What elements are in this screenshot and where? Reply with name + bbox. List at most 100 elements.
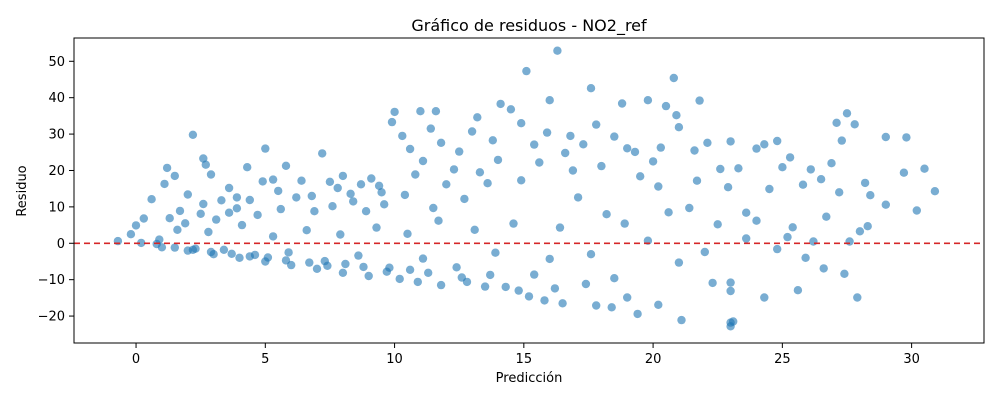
scatter-point [323, 261, 332, 270]
scatter-point [467, 127, 477, 136]
scatter-point [853, 293, 862, 302]
scatter-point [708, 278, 717, 288]
chart-title: Gráfico de residuos - NO2_ref [411, 16, 647, 36]
scatter-point [517, 176, 526, 185]
scatter-point [765, 184, 774, 194]
scatter-point [424, 268, 433, 277]
scatter-point [617, 99, 627, 108]
scatter-point [726, 137, 735, 146]
scatter-point [457, 273, 466, 282]
scatter-point [341, 259, 350, 269]
scatter-point [367, 174, 376, 183]
scatter-point [581, 279, 591, 289]
scatter-point [434, 216, 443, 225]
scatter-point [801, 253, 810, 262]
scatter-point [881, 132, 890, 142]
scatter-point [863, 222, 872, 231]
scatter-point [426, 124, 435, 133]
points-layer [113, 46, 940, 331]
scatter-point [473, 113, 482, 122]
scatter-point [196, 209, 205, 218]
scatter-point [387, 117, 397, 127]
scatter-point [643, 96, 653, 105]
scatter-point [819, 264, 828, 273]
scatter-point [524, 292, 534, 301]
scatter-point [131, 221, 141, 230]
scatter-point [263, 253, 273, 262]
scatter-point [692, 176, 702, 185]
x-tick-label: 10 [386, 352, 403, 367]
scatter-point [405, 144, 415, 154]
scatter-point [297, 176, 306, 185]
scatter-point [509, 219, 518, 228]
scatter-point [742, 208, 751, 217]
scatter-point [542, 128, 552, 137]
scatter-point [160, 179, 169, 189]
x-tick-label: 0 [132, 352, 140, 367]
plot-frame [73, 37, 985, 344]
scatter-point [555, 223, 565, 232]
scatter-point [418, 254, 428, 263]
scatter-point [723, 183, 733, 192]
y-tick-label: −10 [38, 273, 65, 288]
scatter-point [328, 202, 337, 211]
scatter-point [204, 227, 213, 237]
scatter-point [760, 293, 769, 302]
scatter-point [561, 148, 570, 158]
scatter-point [232, 193, 242, 202]
scatter-point [390, 107, 399, 117]
x-axis-label: Predicción [496, 371, 563, 386]
scatter-point [442, 180, 451, 189]
scatter-point [899, 168, 909, 177]
scatter-point [380, 200, 389, 209]
scatter-point [553, 46, 562, 55]
x-tick-label: 30 [903, 352, 920, 367]
scatter-point [475, 168, 485, 177]
scatter-point [429, 203, 438, 213]
scatter-point [545, 254, 554, 264]
scatter-point [568, 166, 578, 175]
scatter-point [245, 252, 254, 261]
scatter-point [139, 214, 148, 223]
scatter-point [816, 175, 826, 184]
scatter-point [690, 146, 699, 155]
scatter-point [672, 111, 681, 120]
scatter-point [364, 271, 373, 281]
y-tick-label: 30 [48, 128, 65, 143]
scatter-point [579, 140, 588, 149]
scatter-point [773, 244, 782, 254]
scatter-point [206, 170, 216, 179]
scatter-point [224, 183, 234, 193]
scatter-point [674, 258, 684, 267]
scatter-point [633, 309, 642, 319]
scatter-point [842, 109, 852, 118]
scatter-point [483, 179, 492, 188]
scatter-point [212, 215, 221, 224]
scatter-point [827, 159, 836, 168]
scatter-point [307, 191, 316, 201]
scatter-point [623, 144, 632, 153]
scatter-point [902, 133, 911, 142]
scatter-point [436, 280, 446, 290]
scatter-point [734, 164, 743, 173]
scatter-point [785, 153, 795, 162]
scatter-point [545, 96, 554, 105]
scatter-point [325, 177, 335, 186]
scatter-point [268, 232, 278, 241]
scatter-point [183, 190, 192, 199]
scatter-point [374, 181, 384, 190]
scatter-point [664, 208, 673, 217]
scatter-point [522, 66, 531, 76]
scatter-point [636, 172, 645, 181]
scatter-point [232, 204, 242, 213]
scatter-point [866, 191, 875, 200]
y-tick-label: 10 [48, 200, 65, 215]
scatter-point [920, 164, 929, 173]
scatter-point [137, 238, 146, 248]
scatter-point [837, 136, 846, 145]
scatter-point [540, 296, 549, 305]
scatter-point [860, 178, 870, 188]
scatter-point [336, 230, 345, 239]
scatter-point [261, 144, 270, 153]
